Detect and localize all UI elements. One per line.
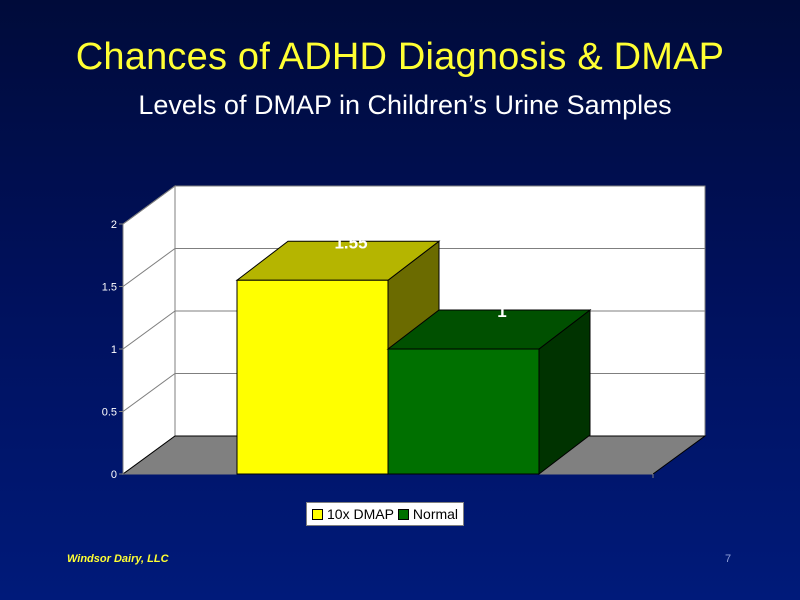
legend-swatch-10x-dmap xyxy=(312,508,323,520)
page-number: 7 xyxy=(725,553,732,565)
bar-normal xyxy=(387,348,540,475)
legend-item-10x-dmap: 10x DMAP xyxy=(312,506,394,522)
y-tick-label-3: 1.5 xyxy=(102,282,117,294)
chart-legend: 10x DMAP Normal xyxy=(306,502,465,526)
bar-10x-dmap xyxy=(236,279,389,475)
footer-company: Windsor Dairy, LLC xyxy=(67,553,169,565)
gridline-3 xyxy=(122,248,705,287)
data-label-10x-dmap: 1.55 xyxy=(334,233,367,252)
slide-subtitle: Levels of DMAP in Children’s Urine Sampl… xyxy=(138,90,672,120)
y-tick-label-4: 2 xyxy=(111,219,117,231)
gridline-4 xyxy=(122,185,705,225)
legend-item-normal: Normal xyxy=(397,506,459,522)
legend-label-10x-dmap: 10x DMAP xyxy=(327,506,394,522)
y-tick-label-1: 0.5 xyxy=(102,407,117,419)
data-label-normal: 1 xyxy=(497,302,506,321)
slide-title: Chances of ADHD Diagnosis & DMAP xyxy=(75,36,725,78)
y-tick-label-0: 0 xyxy=(111,469,117,481)
legend-label-normal: Normal xyxy=(412,506,459,522)
y-tick-label-2: 1 xyxy=(111,344,117,356)
legend-swatch-normal xyxy=(397,508,409,520)
